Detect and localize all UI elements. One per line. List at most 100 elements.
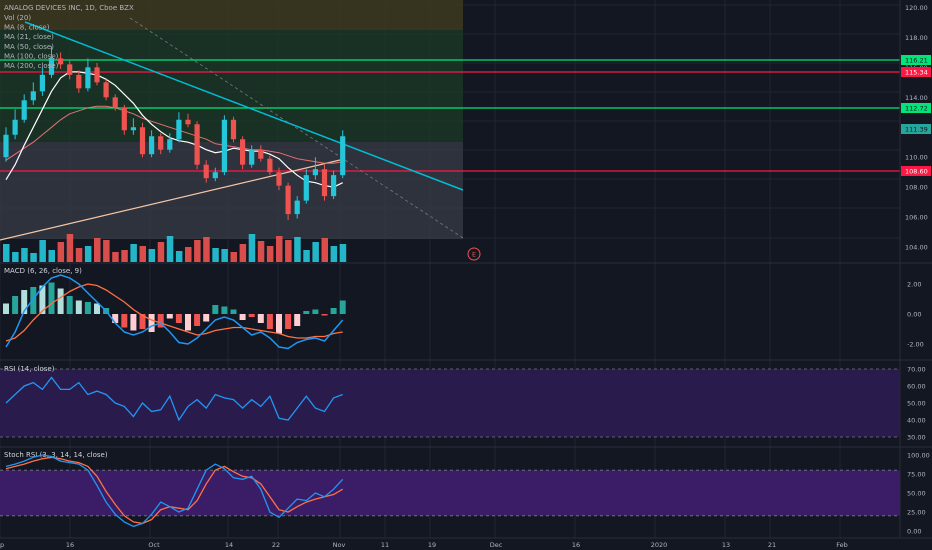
candle[interactable] xyxy=(240,136,246,170)
earnings-label: E xyxy=(472,251,476,259)
macd-histogram-bar xyxy=(330,308,337,314)
candle[interactable] xyxy=(121,104,127,135)
candle[interactable] xyxy=(103,79,109,101)
time-axis[interactable]: p 16 Oct 14 22 Nov 11 19 Dec 16 2020 13 21 Feb xyxy=(0,541,848,549)
indicator-label[interactable]: MA (21, close) xyxy=(4,33,54,41)
macd-tick-label: -2.00 xyxy=(907,341,924,349)
price-tag-label: 112.72 xyxy=(905,105,928,113)
rsi-tick-label: 30.00 xyxy=(907,434,926,442)
macd-histogram-bar xyxy=(248,314,255,317)
candle[interactable] xyxy=(340,130,346,179)
candle[interactable] xyxy=(303,169,309,204)
candle[interactable] xyxy=(230,116,237,143)
candle[interactable] xyxy=(285,182,291,221)
price-tick-label: 118.00 xyxy=(905,34,928,42)
price-axis[interactable]: 120.00118.00116.00114.00112.00110.00108.… xyxy=(901,4,931,252)
stoch-tick-label: 25.00 xyxy=(907,509,926,517)
macd-tick-label: 0.00 xyxy=(907,311,921,319)
candle[interactable] xyxy=(312,157,318,180)
candle[interactable] xyxy=(67,59,73,80)
price-tick-label: 108.00 xyxy=(905,184,928,192)
indicator-label[interactable]: MA (200, close) xyxy=(4,62,59,70)
volume-bar xyxy=(139,246,146,262)
candle[interactable] xyxy=(267,155,273,176)
volume-bar xyxy=(312,242,319,262)
price-tag-label: 116.21 xyxy=(905,57,928,65)
macd-histogram-bar xyxy=(221,306,228,314)
candle[interactable] xyxy=(58,52,64,69)
candle[interactable] xyxy=(176,112,182,143)
macd-histogram-bar xyxy=(230,309,237,314)
stoch-rsi-pane[interactable]: Stoch RSI (3, 3, 14, 14, close) 100.00 75.… xyxy=(0,451,930,536)
candle[interactable] xyxy=(12,109,18,140)
price-tick-label: 110.00 xyxy=(905,154,928,162)
symbol-title[interactable]: ANALOG DEVICES INC, 1D, Cboe BZX xyxy=(4,4,134,12)
time-tick-label: p xyxy=(0,541,4,549)
time-tick-label: 2020 xyxy=(651,541,668,549)
candle[interactable] xyxy=(30,82,36,105)
volume-bar xyxy=(194,240,201,262)
candle[interactable] xyxy=(94,62,100,86)
candle[interactable] xyxy=(112,94,118,111)
dashed-trendline[interactable] xyxy=(129,17,464,239)
macd-histogram-bar xyxy=(75,300,82,314)
price-tag-label: 108.60 xyxy=(905,168,928,176)
candle[interactable] xyxy=(276,167,282,191)
candle[interactable] xyxy=(212,167,218,182)
candle[interactable] xyxy=(149,130,155,158)
macd-histogram-bar xyxy=(257,314,264,323)
macd-label[interactable]: MACD (6, 26, close, 9) xyxy=(4,267,82,275)
indicator-label[interactable]: MA (8, close) xyxy=(4,24,50,32)
candle[interactable] xyxy=(139,122,146,158)
candle[interactable] xyxy=(249,145,255,168)
candle[interactable] xyxy=(203,160,209,183)
rsi-pane[interactable]: RSI (14, close) 70.00 60.00 50.00 40.00 30.00 xyxy=(0,365,926,442)
time-tick-label: 16 xyxy=(66,541,74,549)
macd-pane[interactable]: MACD (6, 26, close, 9) 2.00 0.00 -2.00 xyxy=(3,267,924,349)
candle[interactable] xyxy=(185,113,191,128)
macd-histogram-bar xyxy=(57,288,64,314)
volume-bar xyxy=(212,248,219,262)
candle[interactable] xyxy=(221,115,227,176)
ma-200-line xyxy=(0,159,341,241)
candle[interactable] xyxy=(85,58,91,92)
volume-bar xyxy=(239,244,247,262)
macd-histogram-bar xyxy=(30,287,37,314)
candle[interactable] xyxy=(130,118,136,135)
indicator-label[interactable]: Vol (20) xyxy=(4,14,31,22)
macd-histogram-bar xyxy=(66,296,73,314)
stoch-rsi-label[interactable]: Stoch RSI (3, 3, 14, 14, close) xyxy=(4,451,108,459)
candle[interactable] xyxy=(294,196,300,219)
price-tick-label: 106.00 xyxy=(905,214,928,222)
price-tick-label: 120.00 xyxy=(905,4,928,12)
candle[interactable] xyxy=(76,70,82,93)
rsi-label[interactable]: RSI (14, close) xyxy=(4,365,55,373)
earnings-icon[interactable] xyxy=(467,247,481,261)
macd-histogram-bar xyxy=(21,290,28,314)
macd-histogram-bar xyxy=(121,314,128,328)
time-tick-label: 22 xyxy=(272,541,280,549)
candle[interactable] xyxy=(331,170,337,200)
volume-bar xyxy=(130,244,137,262)
volume-bar xyxy=(75,248,83,262)
candle[interactable] xyxy=(3,127,9,162)
indicator-label[interactable]: MA (50, close) xyxy=(4,43,54,51)
candle[interactable] xyxy=(158,133,164,155)
candle[interactable] xyxy=(39,67,45,96)
candle[interactable] xyxy=(167,133,173,153)
price-tick-label: 114.00 xyxy=(905,94,928,102)
volume-bar xyxy=(12,252,19,262)
time-tick-label: Feb xyxy=(836,541,848,549)
candle[interactable] xyxy=(194,121,200,170)
trendline[interactable] xyxy=(24,21,464,191)
rsi-tick-label: 50.00 xyxy=(907,400,926,408)
candle[interactable] xyxy=(321,164,328,201)
indicator-label[interactable]: MA (100, close) xyxy=(4,52,59,60)
volume-bar xyxy=(266,246,274,262)
volume-bar xyxy=(303,250,310,262)
candle[interactable] xyxy=(258,145,264,162)
candle[interactable] xyxy=(21,94,27,123)
stoch-k-line xyxy=(5,454,344,528)
candle[interactable] xyxy=(48,46,55,78)
